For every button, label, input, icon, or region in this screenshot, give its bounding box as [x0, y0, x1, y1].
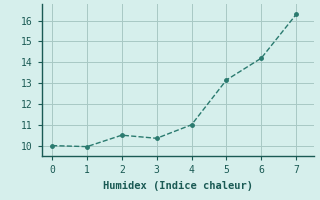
- X-axis label: Humidex (Indice chaleur): Humidex (Indice chaleur): [103, 181, 252, 191]
